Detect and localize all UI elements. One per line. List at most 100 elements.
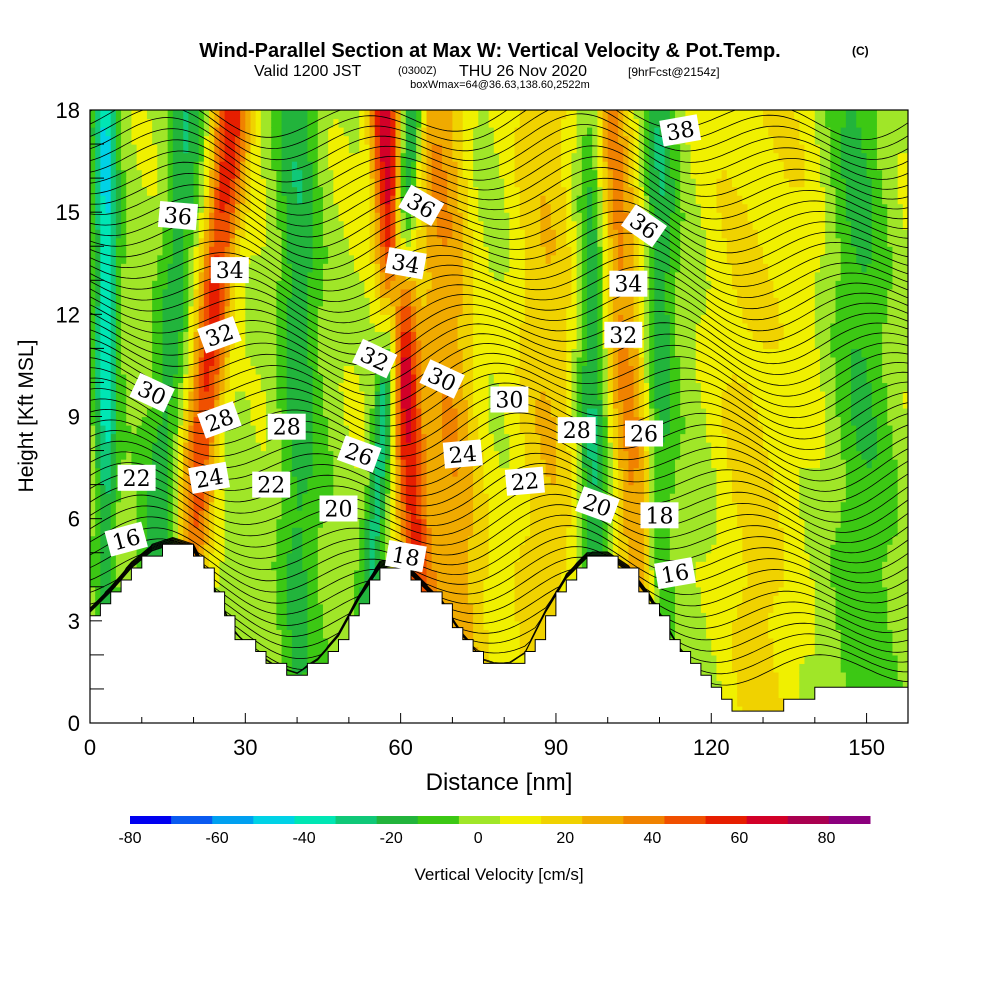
velocity-cell [198, 373, 205, 384]
velocity-cell [431, 220, 438, 230]
velocity-cell [203, 493, 210, 503]
velocity-cell [281, 305, 288, 315]
velocity-cell [157, 135, 164, 145]
velocity-cell [126, 356, 133, 367]
velocity-cell [260, 493, 267, 503]
velocity-cell [136, 135, 143, 145]
velocity-cell [442, 518, 448, 528]
velocity-cell [234, 578, 241, 588]
velocity-cell [141, 254, 148, 264]
velocity-cell [385, 390, 391, 401]
velocity-cell [416, 135, 422, 145]
velocity-cell [354, 152, 360, 162]
velocity-cell [395, 390, 402, 401]
velocity-cell [172, 169, 179, 179]
velocity-cell [307, 161, 314, 171]
velocity-cell [436, 433, 443, 443]
velocity-cell [410, 527, 417, 537]
velocity-cell [333, 161, 340, 171]
velocity-cell [131, 339, 138, 349]
velocity-cell [250, 195, 257, 205]
velocity-cell [100, 595, 107, 605]
velocity-cell [297, 331, 303, 341]
velocity-cell [307, 229, 314, 239]
velocity-cell [364, 399, 371, 409]
velocity-cell [105, 433, 112, 443]
velocity-cell [240, 118, 246, 128]
velocity-cell [234, 467, 241, 477]
velocity-cell [250, 246, 257, 256]
velocity-cell [219, 450, 226, 460]
velocity-cell [100, 416, 107, 426]
velocity-cell [385, 501, 391, 511]
velocity-cell [359, 518, 365, 528]
velocity-cell [416, 169, 422, 179]
velocity-cell [255, 356, 262, 367]
velocity-cell [390, 535, 397, 545]
velocity-cell [214, 195, 221, 205]
velocity-cell [317, 152, 324, 162]
velocity-cell [276, 493, 283, 503]
velocity-cell [245, 382, 252, 392]
velocity-cell [328, 467, 334, 477]
velocity-cell [291, 620, 298, 630]
velocity-cell [436, 442, 443, 452]
velocity-cell [240, 186, 246, 196]
velocity-cell [364, 314, 371, 324]
velocity-cell [229, 373, 236, 384]
velocity-cell [379, 373, 386, 384]
velocity-cell [400, 229, 407, 239]
velocity-cell [343, 229, 350, 239]
velocity-cell [90, 510, 96, 520]
velocity-cell [400, 373, 407, 384]
velocity-cell [286, 603, 293, 613]
velocity-cell [209, 561, 215, 571]
velocity-cell [110, 382, 117, 392]
velocity-cell [364, 365, 371, 375]
velocity-cell [374, 297, 381, 307]
velocity-cell [312, 331, 319, 341]
velocity-cell [146, 305, 153, 315]
velocity-cell [421, 586, 428, 596]
velocity-cell [297, 390, 303, 401]
velocity-cell [291, 356, 298, 367]
velocity-cell [245, 518, 252, 528]
velocity-cell [442, 161, 448, 171]
velocity-cell [188, 501, 195, 511]
velocity-cell [229, 544, 236, 554]
velocity-cell [281, 442, 288, 452]
velocity-cell [183, 161, 189, 171]
velocity-cell [209, 169, 215, 179]
velocity-cell [234, 595, 241, 605]
velocity-cell [105, 450, 112, 460]
velocity-cell [198, 118, 205, 128]
velocity-cell [198, 127, 205, 137]
velocity-cell [426, 322, 433, 332]
velocity-cell [95, 161, 101, 171]
velocity-cell [297, 484, 303, 494]
velocity-cell [121, 356, 127, 367]
velocity-cell [374, 280, 381, 290]
velocity-cell [302, 578, 309, 588]
velocity-cell [410, 135, 417, 145]
velocity-cell [359, 322, 365, 332]
velocity-cell [400, 339, 407, 349]
velocity-cell [442, 135, 448, 145]
velocity-cell [369, 476, 376, 486]
velocity-cell [338, 144, 345, 154]
velocity-cell [374, 331, 381, 341]
velocity-cell [312, 203, 319, 213]
velocity-cell [183, 416, 189, 426]
velocity-cell [245, 459, 252, 469]
velocity-cell [276, 246, 283, 256]
velocity-cell [240, 476, 246, 486]
velocity-cell [297, 459, 303, 469]
velocity-cell [405, 110, 412, 120]
velocity-cell [416, 365, 422, 375]
velocity-cell [426, 186, 433, 196]
velocity-cell [385, 186, 391, 196]
velocity-cell [322, 390, 329, 401]
velocity-cell [276, 382, 283, 392]
velocity-cell [328, 561, 334, 571]
velocity-cell [343, 322, 350, 332]
